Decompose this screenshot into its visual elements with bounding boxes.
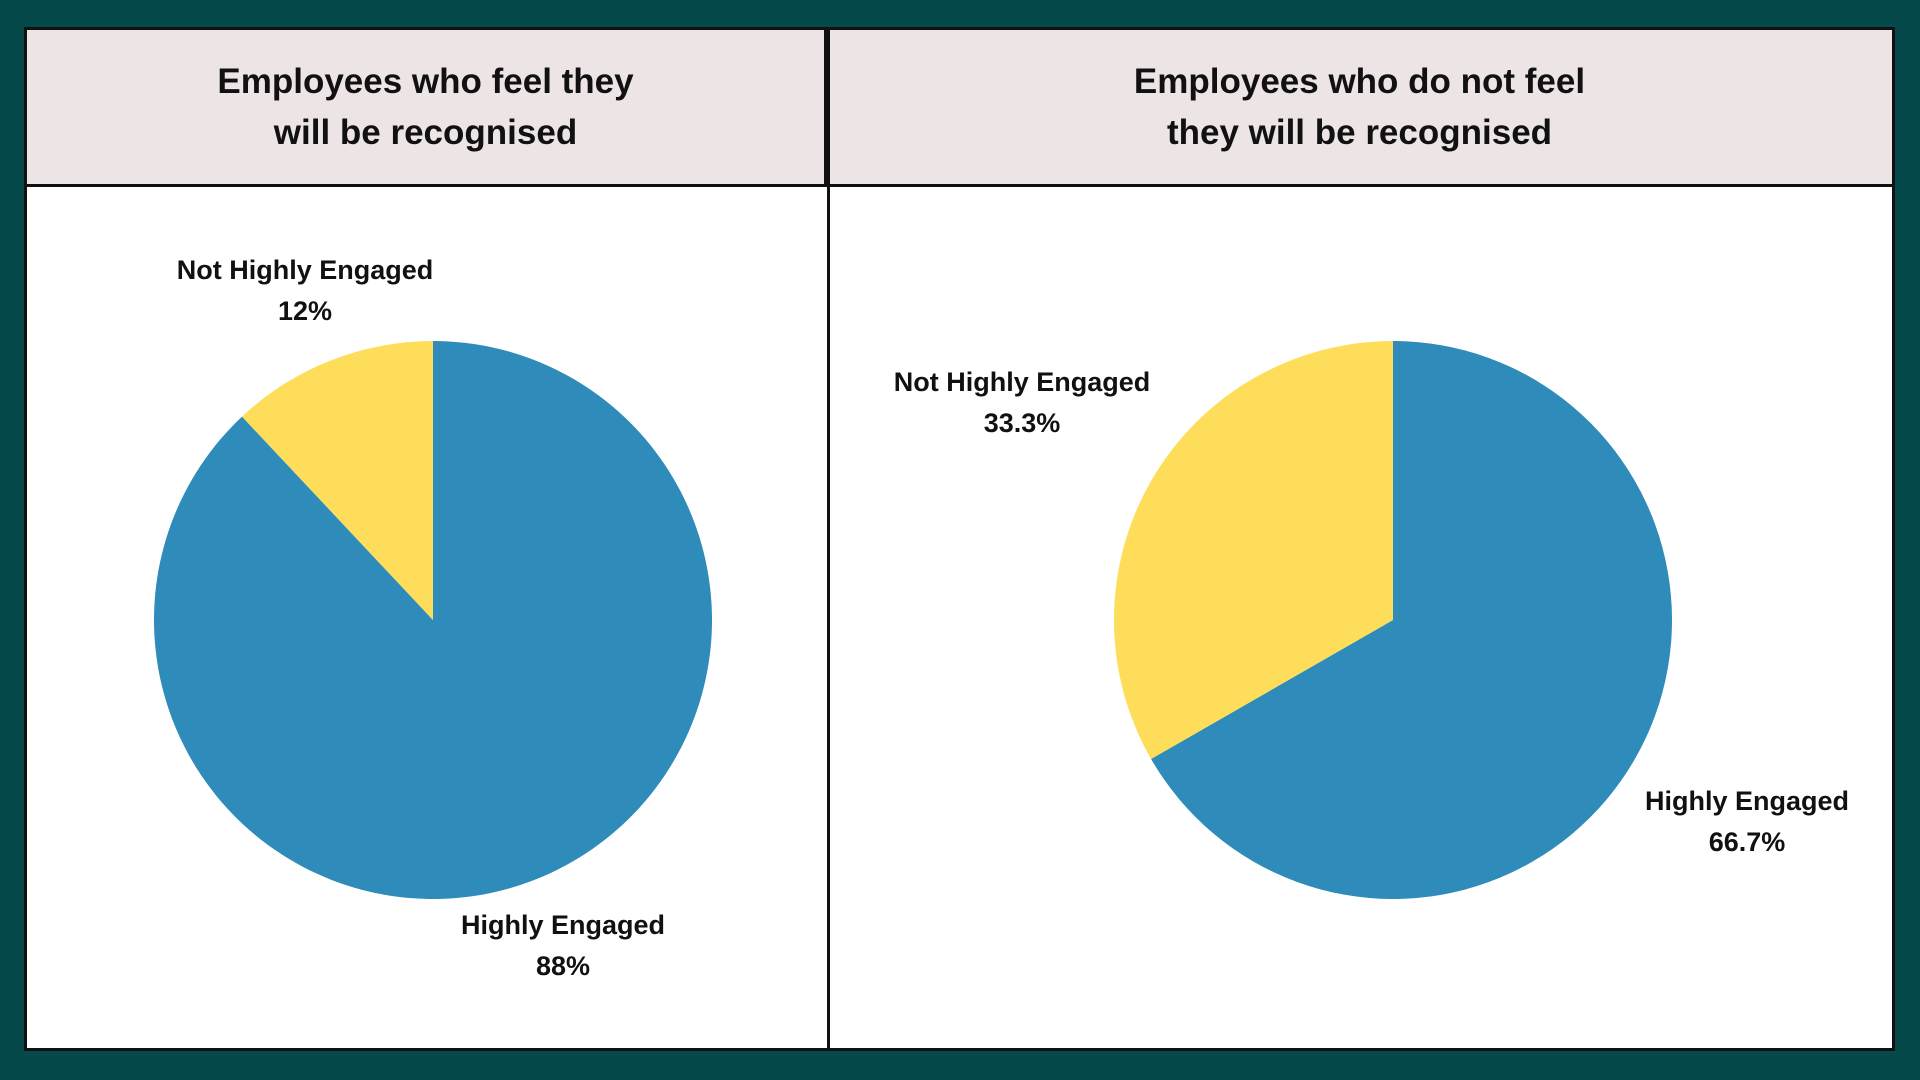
chart-title: Employees who do not feel they will be r… (1133, 62, 1586, 152)
pie-slice (1114, 341, 1394, 759)
value-label: 12% (278, 296, 332, 326)
slice-label: Highly Engaged (461, 910, 665, 940)
slice-label: Not Highly Engaged (177, 255, 434, 285)
chart-title: Employees who feel they will be recognis… (217, 62, 634, 152)
header-cell: Employees who do not feel they will be r… (827, 30, 1892, 187)
value-label: 33.3% (984, 408, 1061, 438)
slice-label: Not Highly Engaged (894, 367, 1151, 397)
slice-label: Highly Engaged (1645, 786, 1849, 816)
value-label: 88% (536, 951, 590, 981)
header-cell: Employees who feel they will be recognis… (27, 30, 827, 187)
pie-slice (242, 341, 433, 620)
value-label: 66.7% (1709, 827, 1786, 857)
pie-slice (1151, 341, 1673, 899)
divider (827, 30, 830, 1048)
